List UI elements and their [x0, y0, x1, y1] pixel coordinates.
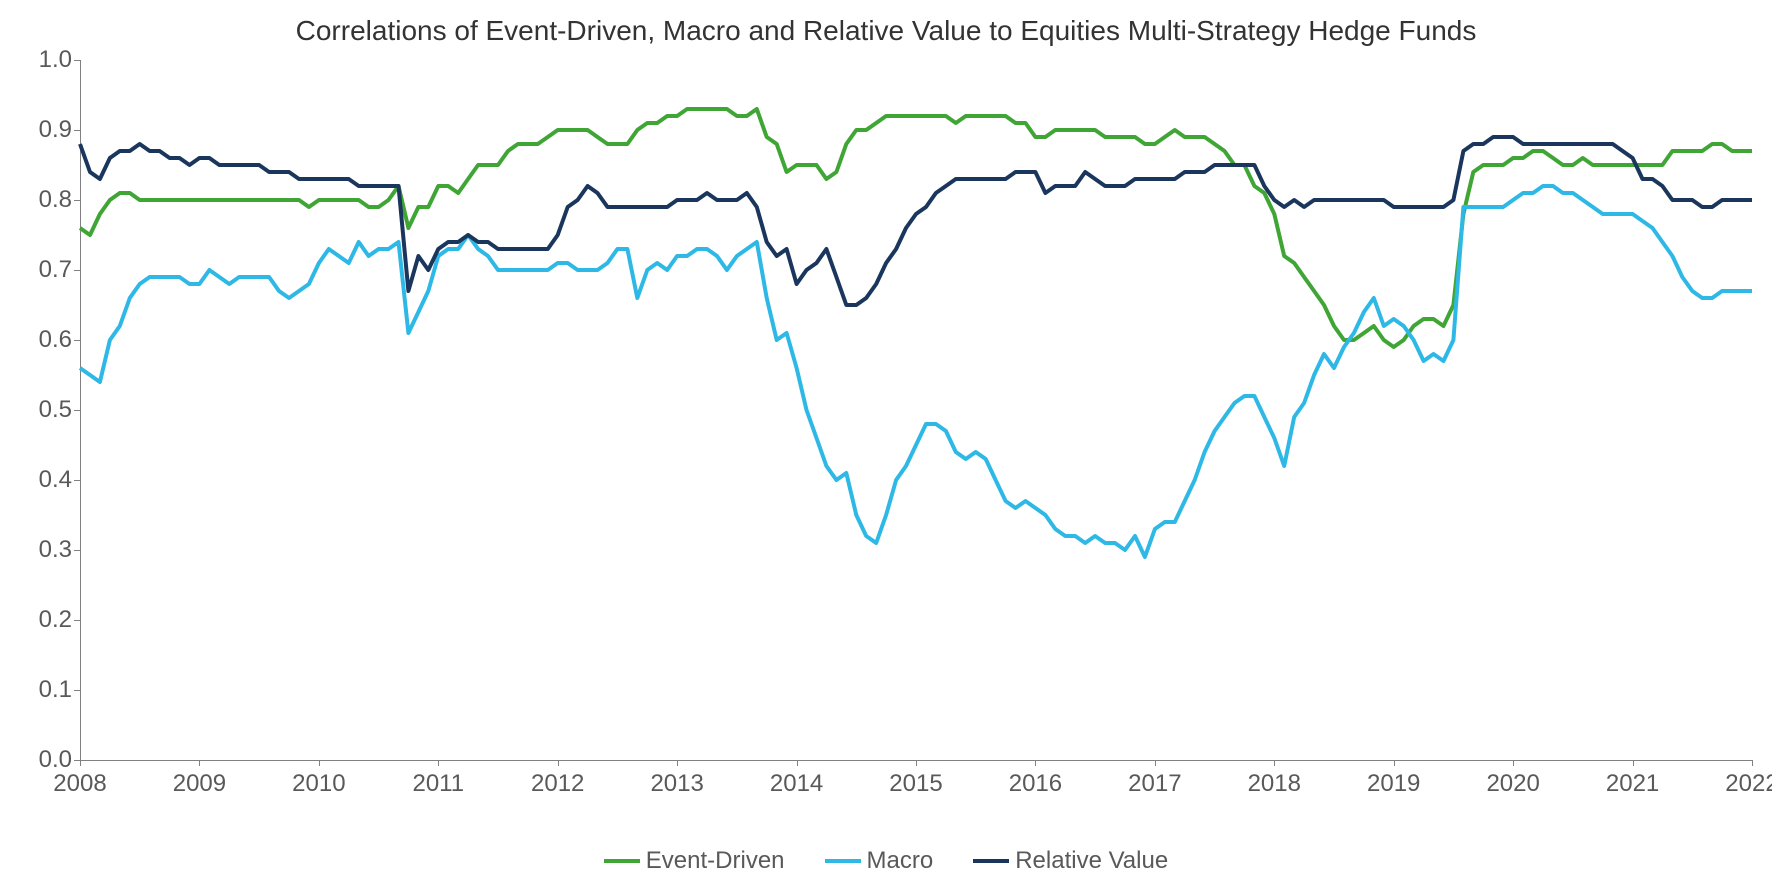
x-tick-label: 2011: [412, 770, 464, 798]
x-tick-label: 2017: [1128, 770, 1181, 798]
plot-area: [80, 60, 1752, 760]
legend-item-macro: Macro: [825, 847, 934, 875]
legend-swatch-relative-value: [973, 859, 1009, 863]
legend-item-relative-value: Relative Value: [973, 847, 1168, 875]
x-tick-mark: [1752, 760, 1753, 766]
y-tick-label: 0.1: [39, 676, 72, 704]
legend-label-event-driven: Event-Driven: [646, 847, 785, 875]
y-tick-label: 0.8: [39, 186, 72, 214]
x-tick-label: 2012: [531, 770, 584, 798]
x-tick-label: 2010: [292, 770, 345, 798]
x-tick-label: 2019: [1367, 770, 1420, 798]
y-tick-label: 0.7: [39, 256, 72, 284]
x-tick-label: 2009: [173, 770, 226, 798]
x-tick-label: 2008: [53, 770, 106, 798]
plot-svg: [80, 60, 1752, 760]
y-tick-label: 0.2: [39, 606, 72, 634]
chart-container: Correlations of Event-Driven, Macro and …: [0, 0, 1772, 885]
legend-label-relative-value: Relative Value: [1015, 847, 1168, 875]
x-axis-line: [80, 760, 1752, 761]
x-tick-label: 2015: [889, 770, 942, 798]
legend-item-event-driven: Event-Driven: [604, 847, 785, 875]
legend-swatch-macro: [825, 859, 861, 863]
y-tick-label: 0.4: [39, 466, 72, 494]
legend: Event-Driven Macro Relative Value: [0, 847, 1772, 875]
y-tick-label: 1.0: [39, 46, 72, 74]
legend-label-macro: Macro: [867, 847, 934, 875]
x-tick-label: 2020: [1486, 770, 1539, 798]
x-tick-label: 2016: [1009, 770, 1062, 798]
y-tick-label: 0.9: [39, 116, 72, 144]
series-line-relative-value: [80, 137, 1752, 305]
legend-swatch-event-driven: [604, 859, 640, 863]
x-tick-label: 2022: [1725, 770, 1772, 798]
x-tick-label: 2013: [650, 770, 703, 798]
chart-title: Correlations of Event-Driven, Macro and …: [0, 15, 1772, 47]
x-tick-label: 2014: [770, 770, 823, 798]
x-tick-label: 2018: [1248, 770, 1301, 798]
series-line-macro: [80, 186, 1752, 557]
y-tick-label: 0.3: [39, 536, 72, 564]
y-tick-label: 0.5: [39, 396, 72, 424]
series-line-event-driven: [80, 109, 1752, 347]
y-tick-label: 0.6: [39, 326, 72, 354]
x-tick-label: 2021: [1606, 770, 1659, 798]
